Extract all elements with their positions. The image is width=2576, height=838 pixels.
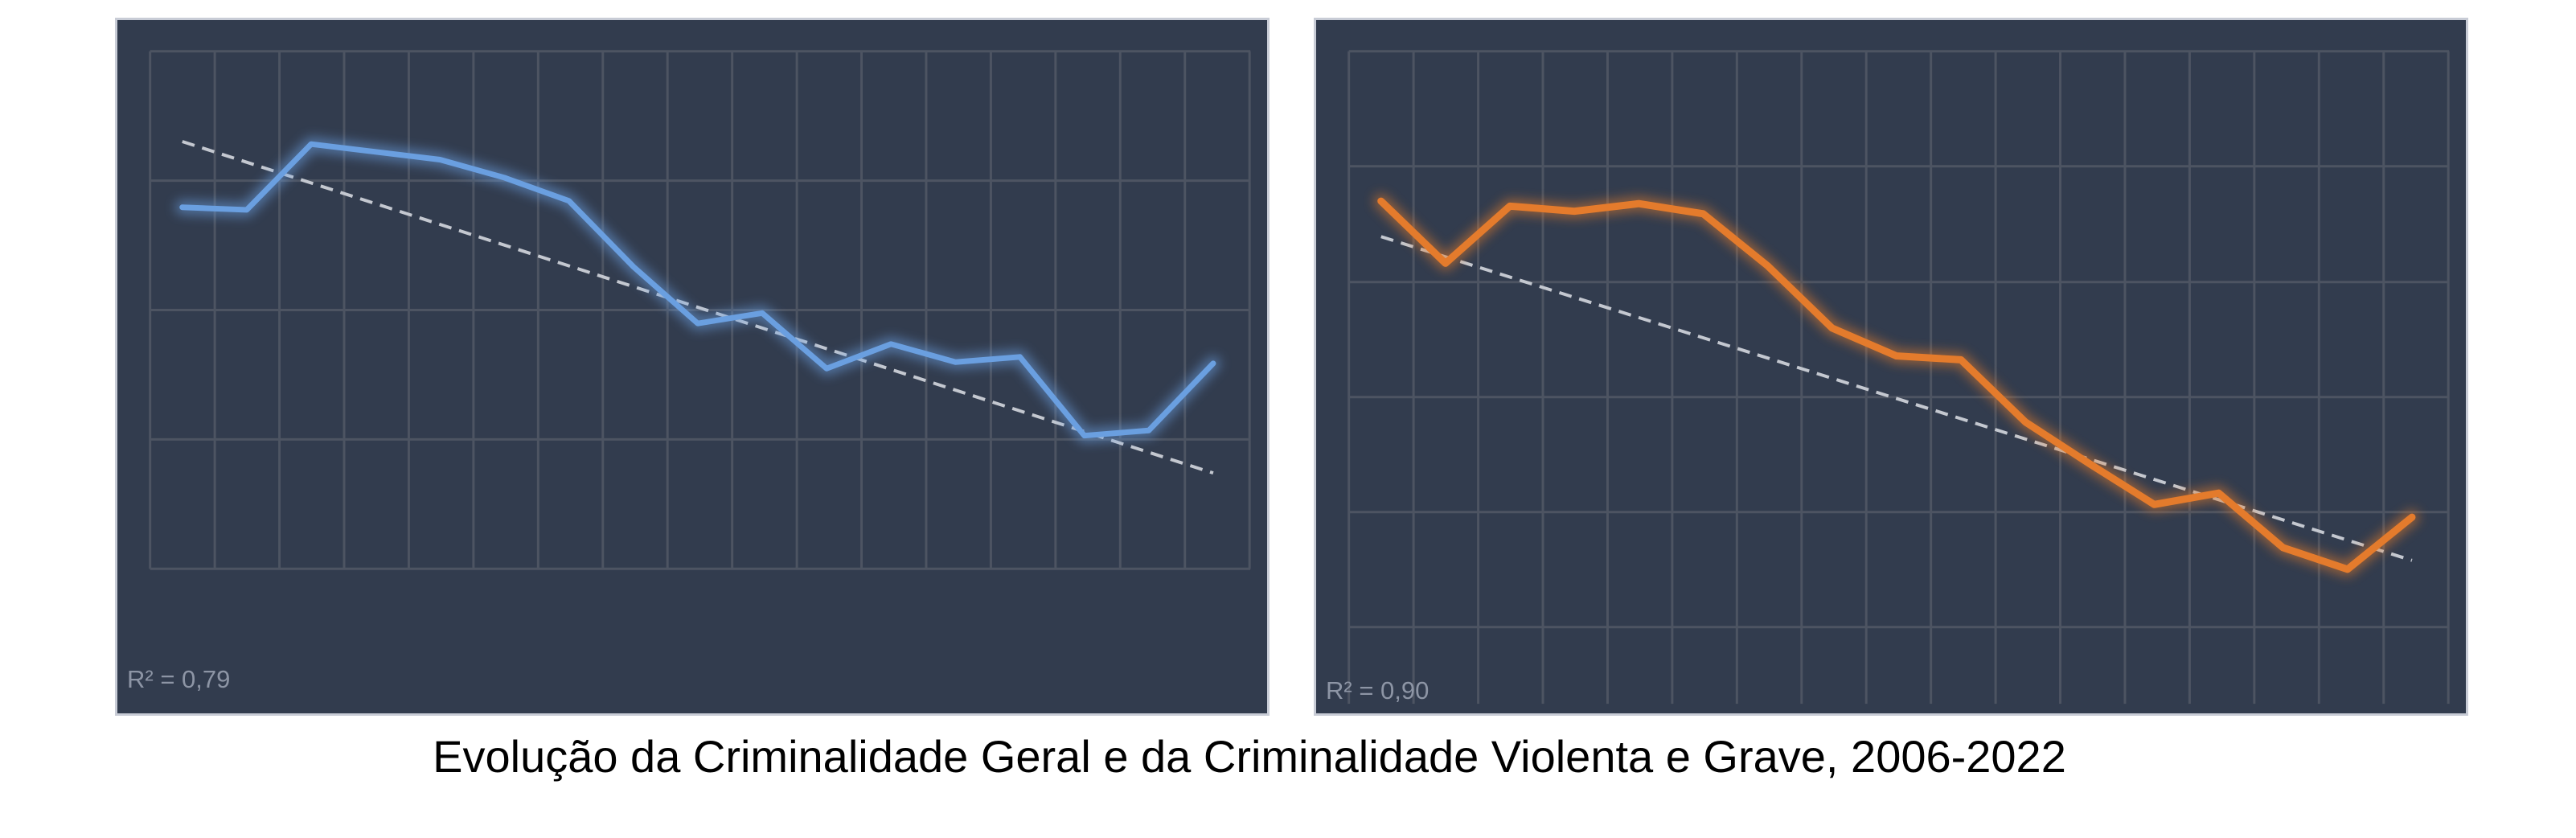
data-point [1081,433,1087,438]
data-point [1636,201,1642,207]
data-point [373,149,379,154]
figure-caption: Evolução da Criminalidade Geral e da Cri… [433,731,2066,782]
data-point [2087,461,2093,466]
data-point [309,142,314,147]
data-point [1893,353,1899,359]
data-point [1210,360,1216,366]
data-point [695,321,700,327]
data-point [566,198,572,203]
data-point [760,310,765,316]
data-point [824,366,830,372]
series-line [1377,197,2416,573]
r-squared-label-geral: R² = 0,79 [127,665,231,693]
gridlines [1347,50,2450,704]
data-point [1017,354,1023,359]
data-point [179,204,185,210]
data-point [1572,208,1577,214]
chart-violenta-grave-svg [1347,50,2450,704]
series-line-glow [1373,194,2419,577]
data-point [2023,419,2028,425]
chart-panel-violenta-grave: R² = 0,90 [1314,18,2468,716]
chart-panel-geral: R² = 0,79 [115,18,1270,716]
data-point [1829,325,1835,331]
data-point [2344,566,2350,572]
data-point [437,157,443,162]
data-point [502,175,507,180]
trendline [182,140,1214,475]
gridlines [149,50,1251,570]
data-point [2280,545,2286,550]
data-point [953,359,958,365]
data-point [1146,428,1151,433]
data-point [888,341,894,347]
series-line [179,141,1216,439]
chart-geral-svg [149,50,1251,570]
series-line-glow [174,137,1220,443]
data-point [630,264,636,269]
data-point [1442,261,1448,266]
data-point [2216,491,2221,496]
data-point [1959,357,1963,363]
data-point [1378,199,1384,203]
data-point [1765,263,1770,269]
data-point [2409,515,2414,520]
r-squared-label-violenta-grave: R² = 0,90 [1326,676,1430,704]
data-point [244,207,249,212]
data-point [1700,211,1706,216]
data-point [2151,502,2157,507]
data-point [1507,203,1513,209]
